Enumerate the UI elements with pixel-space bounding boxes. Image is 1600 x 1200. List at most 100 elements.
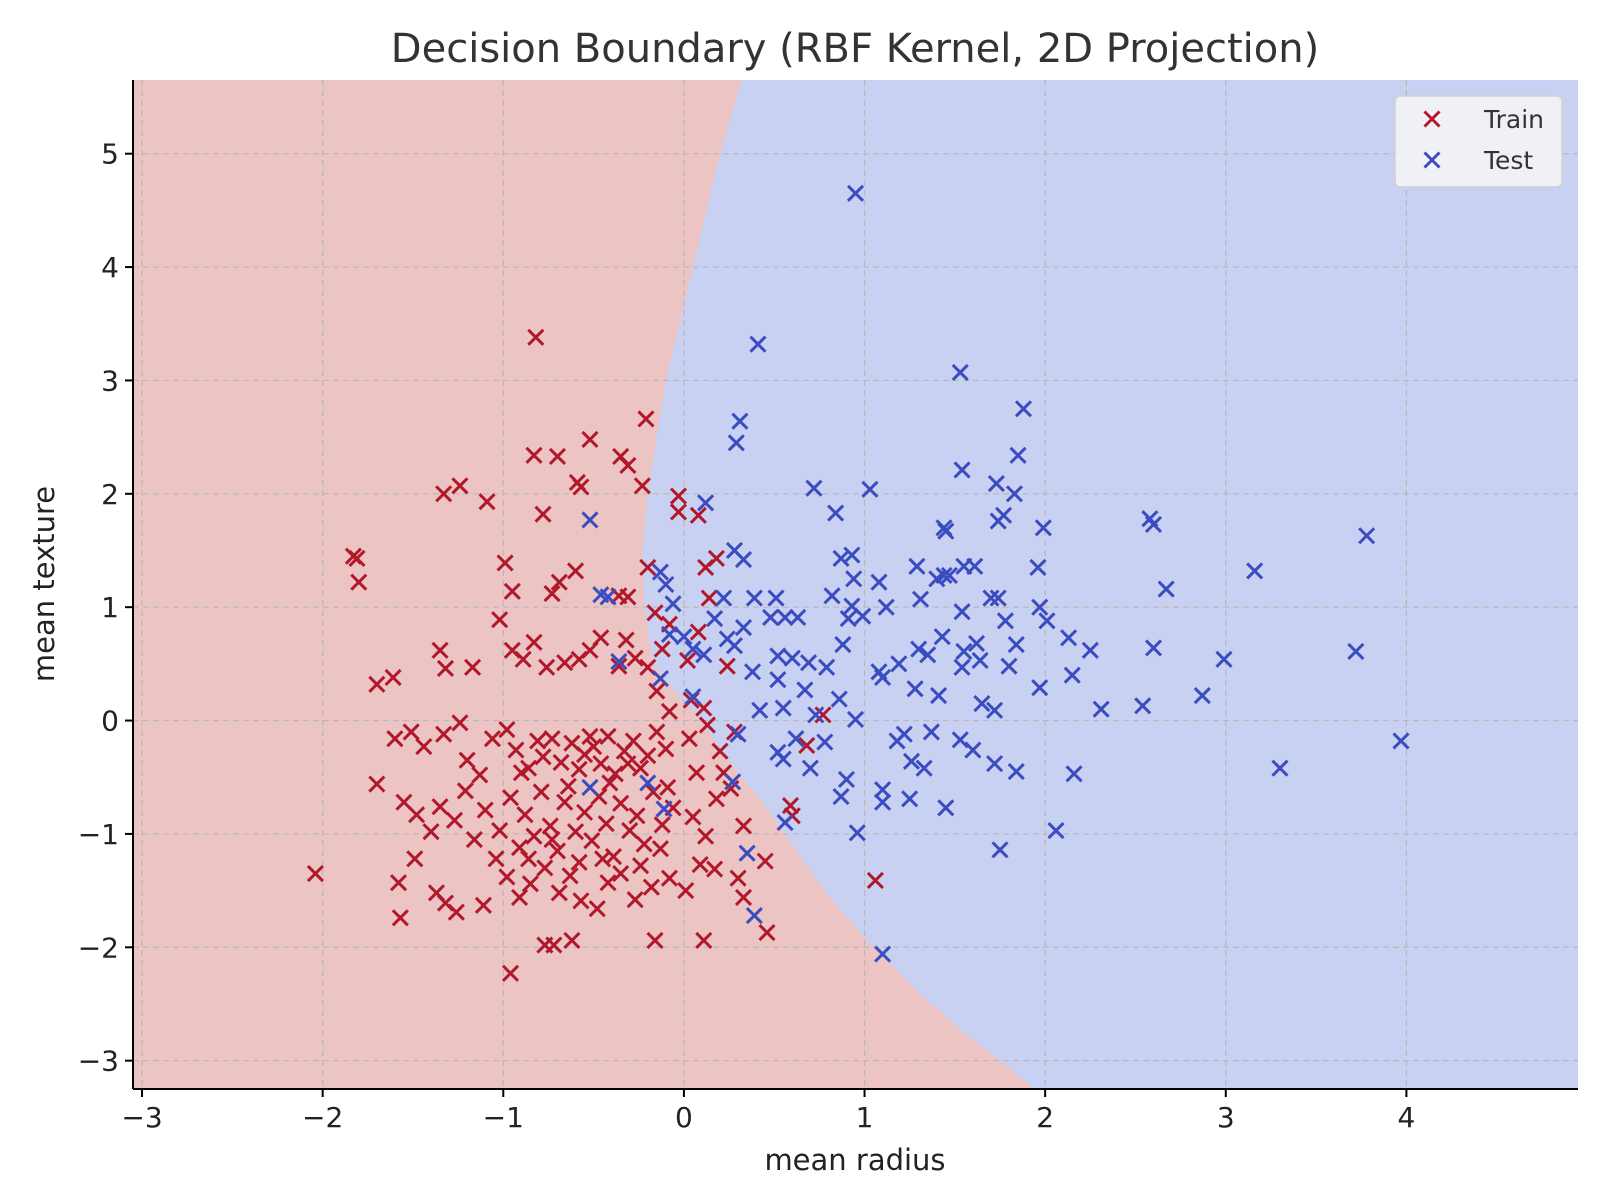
test-point — [1009, 446, 1027, 464]
train-point — [583, 832, 601, 850]
train-point — [436, 659, 455, 677]
test-point — [1060, 629, 1078, 647]
train-point — [536, 859, 554, 877]
test-point — [953, 461, 971, 479]
train-point — [527, 328, 545, 346]
train-point — [798, 736, 816, 755]
train-point — [610, 657, 628, 675]
test-point — [660, 625, 679, 643]
test-point — [1038, 612, 1056, 630]
legend-label-train: Train — [1483, 105, 1544, 134]
train-point — [631, 759, 650, 777]
test-point — [697, 494, 715, 512]
test-point — [1031, 679, 1049, 697]
train-point — [491, 821, 509, 840]
test-point — [982, 589, 1000, 607]
test-point — [845, 570, 863, 588]
x-tick-label: 0 — [675, 1101, 693, 1134]
train-point — [491, 611, 509, 629]
train-region — [133, 80, 1031, 1089]
train-point — [456, 782, 474, 800]
test-point — [745, 906, 763, 925]
train-point — [814, 706, 832, 724]
test-point — [966, 557, 984, 575]
test-point — [971, 651, 989, 670]
train-point — [386, 730, 404, 748]
train-point — [483, 730, 502, 748]
train-point — [431, 798, 449, 816]
test-point — [818, 658, 836, 676]
test-point — [832, 549, 850, 567]
train-point — [648, 682, 666, 700]
train-point — [408, 806, 426, 824]
test-point — [951, 731, 969, 749]
test-point — [776, 814, 794, 832]
test-point — [973, 694, 991, 713]
test-point — [986, 701, 1004, 719]
train-point — [700, 589, 718, 607]
train-point — [474, 896, 492, 914]
train-point — [758, 923, 776, 942]
train-point — [556, 654, 574, 672]
train-point — [451, 477, 469, 495]
train-point — [532, 783, 550, 801]
train-point — [415, 738, 433, 756]
train-point — [651, 840, 669, 858]
train-point — [657, 740, 675, 758]
test-point — [906, 680, 924, 698]
train-point — [548, 447, 567, 465]
test-point — [848, 824, 866, 842]
test-point — [1215, 650, 1233, 668]
test-point — [987, 475, 1005, 493]
test-point — [890, 655, 908, 673]
test-point — [839, 609, 857, 628]
train-point — [525, 446, 543, 464]
test-point — [874, 945, 892, 963]
train-point — [684, 808, 702, 826]
test-point — [953, 603, 971, 621]
decision-regions — [133, 80, 1578, 1089]
test-point — [834, 636, 852, 654]
train-point — [628, 807, 646, 825]
y-tick-label: 2 — [101, 478, 119, 511]
train-point — [678, 651, 697, 670]
y-tick-label: 0 — [101, 705, 119, 738]
train-point — [552, 753, 570, 772]
y-tick-label: −2 — [78, 931, 119, 964]
train-point — [435, 725, 453, 743]
train-point — [348, 549, 366, 567]
test-point — [901, 790, 919, 808]
train-point — [866, 871, 884, 889]
train-point — [501, 964, 520, 982]
legend-marker-train — [1423, 110, 1441, 128]
train-point — [534, 505, 552, 523]
train-point — [648, 723, 666, 741]
train-point — [599, 874, 617, 892]
train-point — [585, 738, 603, 756]
test-point — [823, 587, 841, 605]
ticks: −3 −2 −1 0 1 2 3 4 −3 −2 −1 0 1 2 3 4 5 — [78, 138, 1416, 1134]
legend-label-test: Test — [1483, 146, 1533, 175]
train-point — [384, 668, 402, 687]
x-tick-label: 2 — [1036, 1101, 1054, 1134]
train-point — [572, 892, 590, 910]
test-point — [989, 589, 1007, 607]
train-point — [501, 789, 520, 807]
test-point — [877, 598, 895, 616]
test-point — [908, 557, 926, 575]
test-point — [933, 628, 951, 646]
train-point — [521, 875, 539, 893]
test-point — [743, 663, 762, 681]
train-point — [619, 456, 637, 475]
test-point — [874, 668, 892, 687]
train-point — [680, 730, 698, 748]
train-point — [395, 793, 413, 811]
test-point — [922, 723, 940, 741]
train-point — [512, 764, 530, 782]
y-tick-label: 1 — [101, 591, 119, 624]
train-point — [561, 867, 579, 885]
train-point — [402, 723, 420, 741]
train-point — [548, 842, 567, 860]
test-point — [861, 480, 879, 498]
train-point — [306, 865, 324, 883]
